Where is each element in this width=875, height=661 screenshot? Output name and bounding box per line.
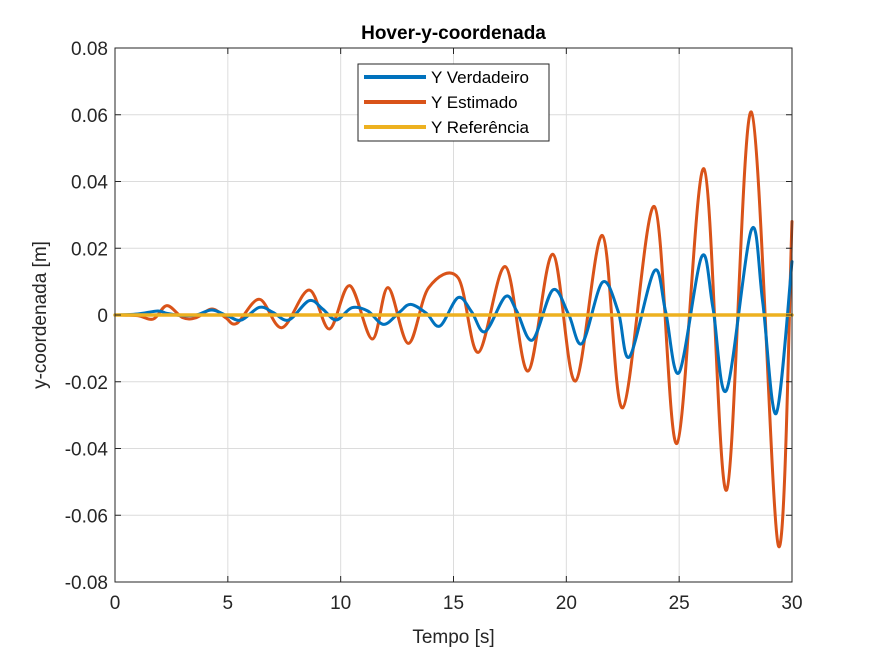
tick-layer: 0 5 10 15 20 25 30 -0.08 -0.06 -0.04 -0.02 0 0.02 0.0… [65,39,803,614]
y-tick-label: -0.04 [65,440,109,461]
y-tick-label: 0.04 [71,173,108,194]
legend: Y Verdadeiro Y Estimado Y Referência [357,63,550,142]
legend-label: Y Estimado [431,93,518,112]
y-tick-label: 0.02 [71,239,108,260]
y-tick-label: 0.08 [71,39,108,60]
series-layer [113,110,794,548]
x-tick-label: 20 [556,593,577,614]
y-tick-label: -0.02 [65,373,108,394]
series-y-estimado-line [113,110,794,548]
y-tick-label: 0 [97,306,108,327]
y-tick-label: -0.08 [65,573,108,594]
y-axis-label: y-coordenada [m] [30,241,51,389]
x-axis-label: Tempo [s] [412,627,494,648]
legend-label: Y Referência [431,118,530,137]
series-y-verdadeiro-line [113,226,794,415]
x-tick-label: 25 [669,593,690,614]
x-tick-label: 5 [223,593,234,614]
y-tick-label: 0.06 [71,106,108,127]
x-tick-label: 0 [110,593,121,614]
chart-title: Hover-y-coordenada [361,23,546,44]
legend-label: Y Verdadeiro [431,68,529,87]
y-tick-label: -0.06 [65,506,108,527]
x-tick-label: 15 [443,593,464,614]
x-tick-label: 30 [781,593,802,614]
x-tick-label: 10 [330,593,351,614]
